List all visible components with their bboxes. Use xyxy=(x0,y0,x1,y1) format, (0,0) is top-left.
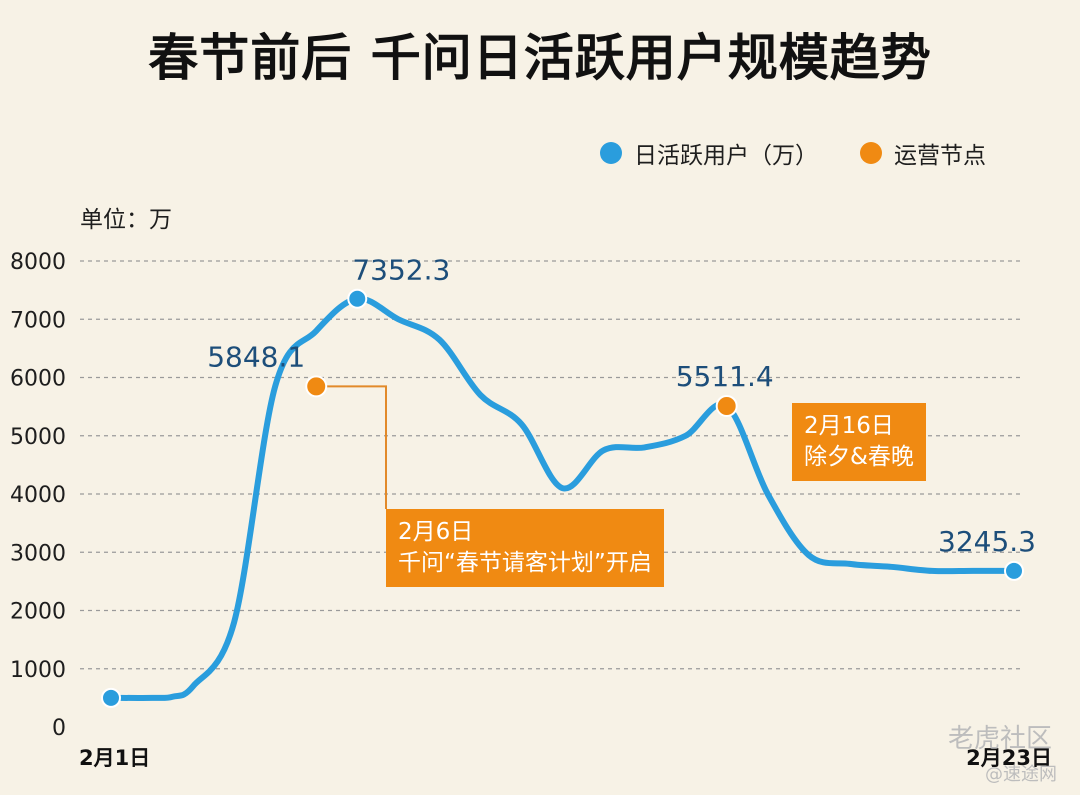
callout-connector xyxy=(316,385,387,509)
legend: 日活跃用户（万） 运营节点 xyxy=(600,136,1028,170)
value-label-2: 3245.3 xyxy=(938,525,1036,558)
y-tick-label-1000: 1000 xyxy=(10,658,66,683)
x-tick-label-end: 2月23日 xyxy=(966,746,1052,770)
callout-campaign-text: 千问“春节请客计划”开启 xyxy=(398,550,652,576)
value-label-1: 7352.3 xyxy=(352,254,450,287)
x-tick-label-start: 2月1日 xyxy=(79,746,150,770)
legend-label-milestone: 运营节点 xyxy=(894,143,986,169)
y-tick-label-6000: 6000 xyxy=(10,367,66,392)
y-tick-label-2000: 2000 xyxy=(10,600,66,625)
callout-new-year-eve: 2月16日 除夕&春晚 xyxy=(792,403,926,481)
data-point-end xyxy=(1004,560,1024,581)
legend-item-milestone: 运营节点 xyxy=(860,136,986,170)
chart-title: 春节前后 千问日活跃用户规模趋势 xyxy=(148,29,932,87)
legend-dot-milestone xyxy=(860,142,882,164)
legend-label-dau: 日活跃用户（万） xyxy=(634,143,818,169)
callout-campaign-date: 2月6日 xyxy=(398,519,474,545)
series-line-dau xyxy=(108,295,1017,701)
watermark-community: 老虎社区 xyxy=(948,724,1053,754)
milestone-value-label-1: 5848.1 xyxy=(207,340,305,373)
callout-eve-text: 除夕&春晚 xyxy=(804,444,914,470)
data-point-peak xyxy=(347,288,368,309)
data-point-start xyxy=(101,687,121,708)
legend-item-dau: 日活跃用户（万） xyxy=(600,136,818,170)
y-tick-label-0: 0 xyxy=(52,716,66,741)
unit-label: 单位：万 xyxy=(80,207,172,233)
callout-campaign-start: 2月6日 千问“春节请客计划”开启 xyxy=(386,509,664,587)
y-tick-label-8000: 8000 xyxy=(10,250,66,275)
milestone-marker-2 xyxy=(715,394,738,417)
watermark-source: @速途网 xyxy=(985,764,1057,785)
milestone-value-label-2: 5511.4 xyxy=(676,360,774,393)
y-tick-label-7000: 7000 xyxy=(10,308,66,333)
y-tick-label-5000: 5000 xyxy=(10,425,66,450)
callout-eve-date: 2月16日 xyxy=(804,413,894,439)
legend-dot-dau xyxy=(600,142,622,164)
y-tick-label-4000: 4000 xyxy=(10,483,66,508)
milestone-marker-1 xyxy=(305,375,328,398)
y-tick-label-3000: 3000 xyxy=(10,541,66,566)
